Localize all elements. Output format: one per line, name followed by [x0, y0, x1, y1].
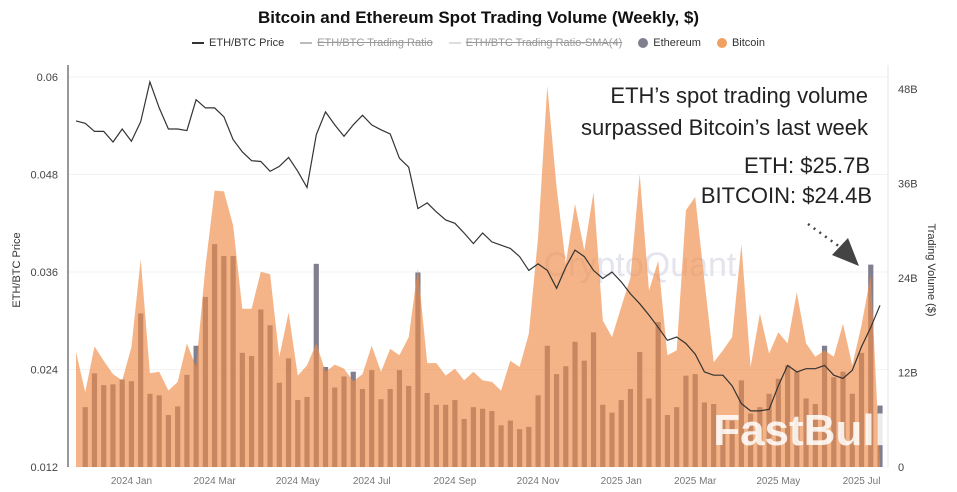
legend-label: Ethereum [653, 37, 701, 49]
right-axis-ticks: 48B 36B 24B 12B 0 [898, 84, 918, 474]
x-tick-label: 2024 May [276, 476, 320, 487]
annotation-arrowhead-icon [832, 238, 859, 266]
annotation-line1: ETH’s spot trading volume [610, 83, 868, 108]
chart-title: Bitcoin and Ethereum Spot Trading Volume… [257, 8, 700, 27]
line-swatch-icon [448, 42, 461, 44]
right-tick-label: 48B [898, 84, 918, 96]
x-tick-label: 2025 Jan [601, 476, 642, 487]
legend-label: Bitcoin [731, 37, 765, 49]
left-tick-label: 0.06 [37, 72, 58, 84]
ethereum-bar [877, 405, 883, 467]
x-tick-label: 2024 Nov [517, 476, 560, 487]
x-tick-label: 2025 Mar [674, 476, 717, 487]
annotation-line2: surpassed Bitcoin’s last week [581, 115, 869, 140]
annotation-arrow-dots [807, 222, 841, 249]
left-axis-ticks: 0.06 0.048 0.036 0.024 0.012 [30, 72, 58, 474]
line-swatch-icon [300, 42, 313, 44]
eth-btc-price-line [75, 79, 881, 412]
legend-item-eth-btc-price[interactable]: ETH/BTC Price [192, 37, 284, 49]
left-tick-label: 0.012 [30, 462, 58, 474]
right-axis-label: Trading Volume ($) [925, 223, 937, 316]
legend: ETH/BTC Price ETH/BTC Trading Ratio ETH/… [0, 37, 957, 49]
legend-item-bitcoin[interactable]: Bitcoin [716, 37, 765, 49]
dot-swatch-icon [716, 38, 727, 48]
right-tick-label: 36B [898, 179, 918, 191]
right-tick-label: 12B [898, 368, 918, 380]
bitcoin-area [76, 85, 880, 468]
x-tick-label: 2024 Mar [193, 476, 236, 487]
x-tick-label: 2025 Jul [843, 476, 881, 487]
legend-item-trading-ratio[interactable]: ETH/BTC Trading Ratio [300, 37, 433, 49]
annotation-eth-value: ETH: $25.7B [744, 153, 870, 178]
left-axis-label: ETH/BTC Price [11, 232, 23, 307]
left-tick-label: 0.048 [30, 170, 58, 182]
legend-label: ETH/BTC Trading Ratio [317, 37, 433, 49]
watermark-fastbull: FastBull [713, 406, 887, 455]
right-tick-label: 0 [898, 462, 904, 474]
left-tick-label: 0.024 [30, 365, 58, 377]
legend-item-ethereum[interactable]: Ethereum [638, 37, 701, 49]
x-axis-ticks: 2024 Jan 2024 Mar 2024 May 2024 Jul 2024 Sep… [111, 476, 881, 487]
x-tick-label: 2025 May [756, 476, 800, 487]
x-tick-label: 2024 Jul [353, 476, 391, 487]
x-tick-label: 2024 Jan [111, 476, 152, 487]
annotation-btc-value: BITCOIN: $24.4B [701, 183, 872, 208]
left-tick-label: 0.036 [30, 267, 58, 279]
right-tick-label: 24B [898, 273, 918, 285]
line-swatch-icon [192, 42, 205, 44]
legend-item-trading-ratio-sma[interactable]: ETH/BTC Trading Ratio-SMA(4) [448, 37, 623, 49]
legend-label: ETH/BTC Trading Ratio-SMA(4) [465, 37, 623, 49]
legend-label: ETH/BTC Price [209, 37, 285, 49]
dot-swatch-icon [638, 38, 649, 48]
x-tick-label: 2024 Sep [433, 476, 476, 487]
